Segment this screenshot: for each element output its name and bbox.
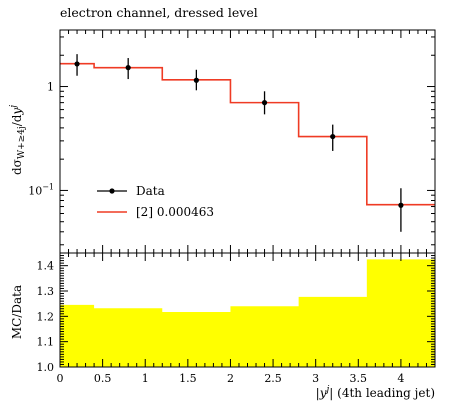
main-y-axis-label-sub: W+≥4j (17, 126, 27, 159)
main-y-tick-label-base: 10 (28, 184, 42, 197)
chart-title: electron channel, dressed level (60, 5, 258, 20)
mc-step-line (60, 62, 435, 206)
main-y-axis-label: dσW+≥4j/dyj (9, 105, 27, 175)
data-point (398, 202, 404, 208)
x-axis-label-open: | (316, 386, 320, 400)
data-point (193, 77, 199, 83)
x-axis-label-rest: | (4th leading jet) (329, 386, 435, 400)
data-point (330, 133, 336, 140)
data-point (74, 61, 80, 67)
ratio-panel-frame (59, 252, 436, 368)
legend-mc-label: [2] 0.000463 (136, 205, 214, 219)
x-axis-label: |yj| (4th leading jet) (316, 385, 435, 400)
data-point (125, 65, 131, 71)
main-panel-frame (59, 29, 436, 254)
x-tick-label: 1 (142, 372, 149, 385)
main-y-axis-label-sup: j (9, 105, 19, 110)
x-tick-label: 3 (312, 372, 319, 385)
ratio-y-tick-label: 1.2 (37, 310, 55, 323)
x-tick-label: 1.5 (179, 372, 197, 385)
ratio-y-tick-label: 1.4 (37, 260, 55, 273)
main-y-axis-label-main: dσ (10, 159, 24, 175)
legend-data-label: Data (136, 184, 165, 198)
ratio-y-axis-label: MC/Data (10, 285, 24, 339)
ratio-panel: 0 0.5 1 1.5 2 2.5 3 3.5 4 1.0 1.1 1.2 1.3 1.4 (37, 252, 436, 385)
main-y-tick-label: 10−1 (28, 182, 54, 197)
x-axis-label-var: y (319, 386, 327, 400)
main-y-axis-label-mid: /d (10, 114, 24, 126)
x-tick-label: 2 (227, 372, 234, 385)
main-y-tick-label: 1 (47, 81, 54, 94)
x-tick-label: 0.5 (94, 372, 112, 385)
x-tick-label: 3.5 (350, 372, 368, 385)
main-panel: 1 10−1 Data [2] 0.000463 (28, 29, 436, 254)
ratio-y-tick-label: 1.1 (37, 336, 55, 349)
legend-data-marker (109, 188, 115, 194)
ratio-y-tick-label: 1.0 (37, 361, 55, 374)
data-point (261, 100, 268, 106)
x-tick-label: 4 (397, 372, 404, 385)
ratio-y-tick-label: 1.3 (37, 285, 55, 298)
x-tick-label: 2.5 (264, 372, 282, 385)
x-axis-label-sup: j (325, 385, 330, 395)
main-y-axis-label-var: y (10, 108, 24, 116)
legend: Data [2] 0.000463 (97, 184, 214, 219)
ratio-band (60, 259, 435, 367)
x-tick-label: 0 (57, 372, 64, 385)
main-y-tick-label-exp: −1 (42, 182, 54, 191)
